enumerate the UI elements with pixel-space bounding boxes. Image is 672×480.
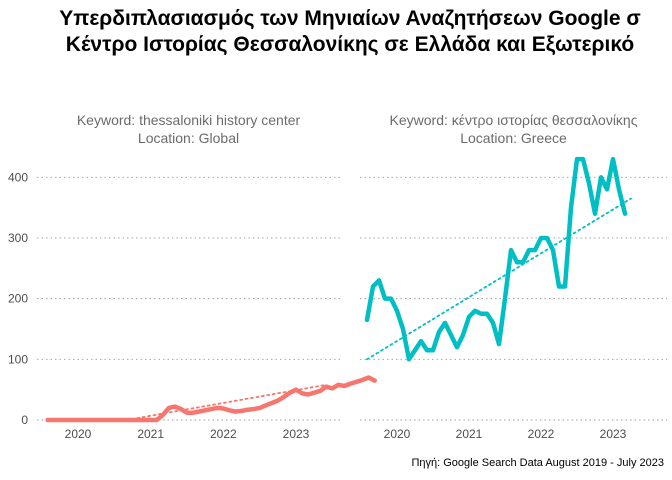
x-tick-label-p1-2022: 2022 [210,427,237,441]
panel-2-location-label: Location: Greece [460,130,567,146]
y-tick-label-300: 300 [8,231,28,245]
x-tick-label-p2-2021: 2021 [456,427,483,441]
y-tick-label-100: 100 [8,352,28,366]
y-tick-label-200: 200 [8,292,28,306]
trend-line-panel-2 [366,197,632,361]
series-line-panel-2 [364,156,628,362]
chart-title-line-1: Υπερδιπλασιασμός των Μηνιαίων Αναζητήσεω… [59,7,641,30]
x-tick-label-p1-2020: 2020 [65,427,92,441]
x-tick-label-p1-2021: 2021 [137,427,164,441]
x-tick-label-p2-2020: 2020 [384,427,411,441]
trend-line-panel-1 [125,383,328,421]
source-caption: Πηγή: Google Search Data August 2019 - J… [411,457,664,469]
panel-1-location-label: Location: Global [138,130,239,146]
panel-1-keyword-label: Keyword: thessaloniki history center [77,112,301,128]
x-tick-label-p2-2022: 2022 [528,427,555,441]
y-tick-label-400: 400 [8,170,28,184]
panel-2-keyword-label: Keyword: κέντρο ιστορίας θεσσαλονίκης [390,112,638,128]
y-tick-label-0: 0 [21,413,28,427]
series-line-panel-1 [45,375,377,423]
x-tick-label-p1-2023: 2023 [283,427,310,441]
chart-title-line-2: Κέντρο Ιστορίας Θεσσαλονίκης σε Ελλάδα κ… [65,33,635,56]
x-tick-label-p2-2023: 2023 [600,427,627,441]
